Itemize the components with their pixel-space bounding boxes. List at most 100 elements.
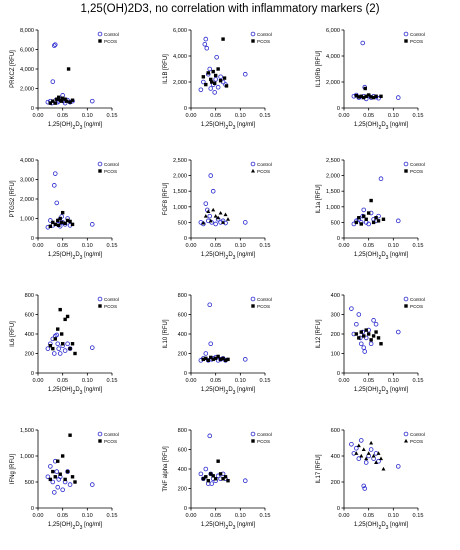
scatter-panel-3: 0 2,000 4,000 6,000 0.00 0.05 0.10 0.15 1,25(OH)… (316, 28, 425, 131)
y-tick-label: 6,000 (326, 28, 340, 34)
point-control (201, 79, 206, 85)
y-tick-label: 0 (184, 106, 187, 112)
x-tick-label: 0.00 (186, 243, 197, 249)
point-control (363, 460, 369, 465)
point-pcos (63, 477, 67, 482)
x-axis-label: 1,25(OH)2D3 [ng/ml] (48, 122, 103, 131)
point-control (97, 161, 103, 167)
point-control (371, 318, 376, 323)
y-tick-label: 800 (25, 293, 34, 299)
point-pcos (59, 332, 64, 336)
y-tick-label: 6,000 (20, 48, 34, 54)
legend-entry-pcos: PCOS (404, 304, 423, 309)
y-axis-label: IL10 [RFU] (163, 319, 169, 348)
y-tick-label: 500 (178, 220, 187, 226)
x-tick-label: 0.15 (413, 113, 424, 119)
point-control (54, 332, 60, 338)
legend-entry-control: Control (97, 296, 119, 302)
y-tick-label: 800 (178, 428, 187, 434)
x-tick-label: 0.05 (57, 513, 68, 519)
y-tick-label: 0 (31, 506, 34, 512)
y-tick-label: 600 (178, 313, 187, 319)
x-tick-label: 0.05 (57, 113, 68, 119)
point-pcos (63, 317, 67, 322)
point-pcos (201, 357, 206, 362)
x-tick-label: 0.10 (388, 243, 399, 249)
point-pcos (354, 220, 359, 225)
point-pcos (68, 433, 72, 437)
point-control (97, 296, 103, 302)
legend-label: Control (410, 162, 425, 167)
x-tick-label: 0.05 (210, 243, 221, 249)
point-pcos (60, 454, 65, 458)
point-control (55, 484, 61, 490)
point-pcos (221, 220, 226, 224)
point-control (89, 482, 95, 487)
y-tick-label: 3,000 (20, 178, 34, 184)
series-pcos (201, 459, 230, 483)
x-tick-label: 0.05 (210, 113, 221, 119)
point-pcos (218, 210, 223, 215)
y-tick-label: 1,000 (173, 205, 187, 211)
point-control (203, 466, 209, 472)
point-pcos (218, 79, 223, 83)
y-axis-label: IFNg [RFU] (10, 454, 16, 485)
point-pcos (206, 479, 210, 483)
point-pcos (223, 475, 228, 479)
point-control (207, 66, 213, 72)
point-control (215, 473, 221, 479)
legend-label: PCOS (104, 39, 117, 44)
legend-entry-pcos: PCOS (251, 304, 270, 309)
legend-label: Control (104, 432, 119, 437)
y-tick-label: 2,000 (20, 87, 34, 93)
y-tick-label: 200 (25, 352, 34, 358)
x-tick-label: 0.00 (339, 513, 350, 519)
x-tick-label: 0.05 (57, 243, 68, 249)
point-control (54, 200, 60, 206)
point-pcos (251, 168, 255, 173)
point-control (198, 471, 204, 477)
point-control (363, 335, 369, 341)
point-pcos (222, 76, 227, 80)
legend-label: PCOS (257, 439, 270, 444)
point-control (361, 207, 367, 213)
point-control (207, 213, 213, 219)
series-pcos (48, 67, 75, 105)
point-control (250, 31, 256, 37)
point-pcos (210, 80, 214, 84)
legend-entry-control: Control (97, 431, 119, 437)
x-tick-label: 0.00 (339, 243, 350, 249)
series-control (198, 173, 248, 227)
point-pcos (364, 217, 368, 221)
legend-entry-control: Control (403, 31, 425, 37)
point-control (362, 349, 368, 354)
point-pcos (58, 216, 62, 221)
legend-label: PCOS (410, 169, 423, 174)
y-tick-label: 2,000 (173, 174, 187, 180)
y-tick-label: 400 (178, 467, 187, 473)
legend-entry-pcos: PCOS (251, 169, 270, 174)
y-tick-label: 200 (178, 352, 187, 358)
point-control (361, 345, 367, 350)
point-control (56, 346, 62, 351)
point-pcos (221, 37, 225, 41)
x-tick-label: 0.05 (363, 513, 374, 519)
series-pcos (48, 307, 77, 356)
x-axis-label: 1,25(OH)2D3 [ng/ml] (201, 252, 256, 261)
scatter-panel-5: 0 500 1,000 1,500 2,000 2,500 0.00 0.05 0.10 0.15… (163, 158, 272, 261)
legend-label: Control (257, 162, 272, 167)
point-pcos (63, 221, 67, 226)
x-tick-label: 0.15 (260, 113, 271, 119)
point-pcos (357, 95, 361, 99)
point-pcos (51, 220, 55, 225)
point-pcos (366, 211, 371, 215)
point-pcos (58, 472, 62, 476)
x-tick-label: 0.05 (57, 378, 68, 384)
point-pcos (209, 355, 213, 360)
series-control (349, 306, 401, 354)
x-tick-label: 0.00 (339, 113, 350, 119)
point-pcos (404, 438, 408, 443)
point-control (60, 487, 65, 493)
point-pcos (223, 358, 228, 363)
point-control (97, 431, 103, 437)
